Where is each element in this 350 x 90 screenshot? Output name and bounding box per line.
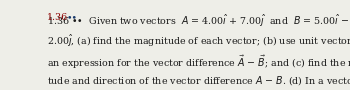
Text: ••: •• (67, 13, 78, 22)
Text: 1.36: 1.36 (47, 13, 68, 22)
Text: 1.36 ••  Given two vectors  $\mathit{A}$ = 4.00$\hat{\imath}$ + 7.00$\hat{\jmath: 1.36 •• Given two vectors $\mathit{A}$ =… (47, 13, 350, 90)
